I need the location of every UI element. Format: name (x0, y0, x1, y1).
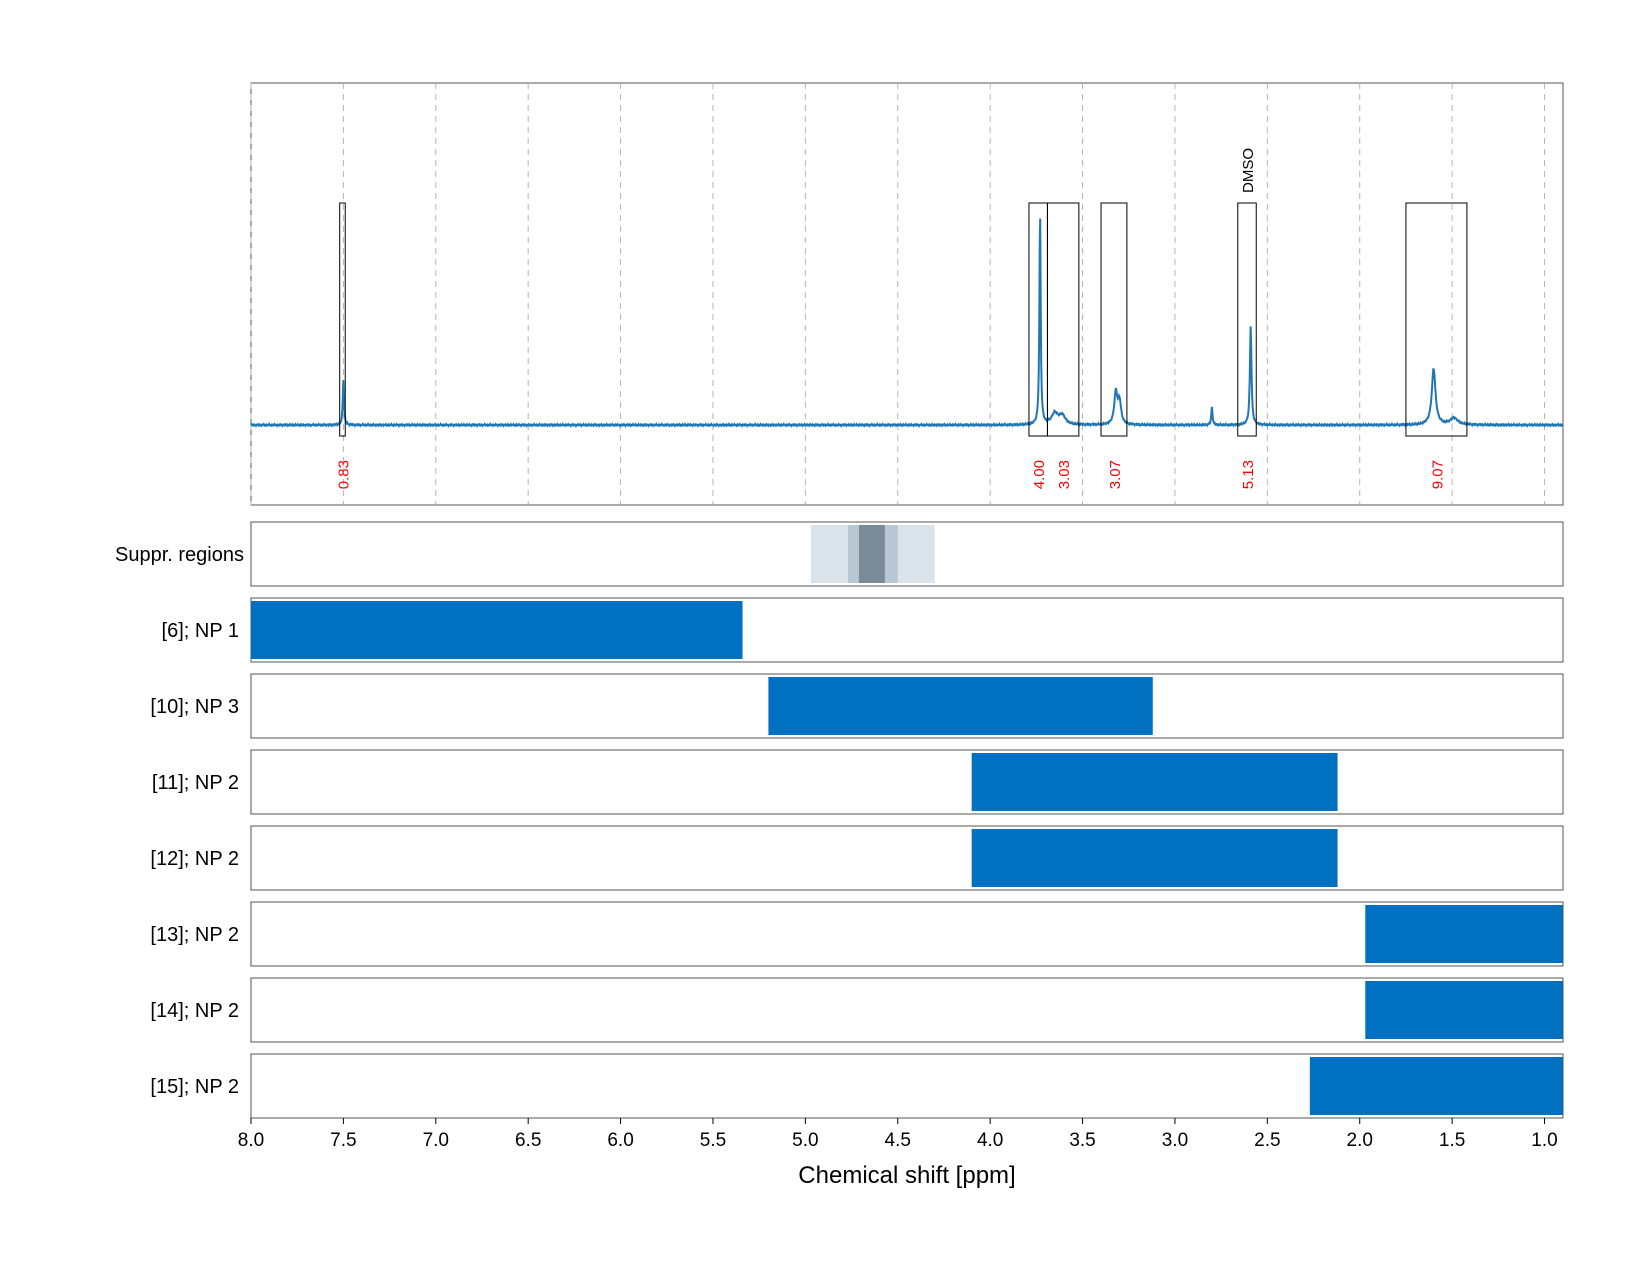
integral-value-3: 3.07 (1107, 460, 1124, 489)
range-bar-3 (971, 829, 1338, 887)
integral-region-4 (1237, 202, 1257, 437)
x-axis-title: Chemical shift [ppm] (798, 1162, 1015, 1189)
x-tick-label-10: 3.0 (1162, 1130, 1188, 1151)
range-bar-6 (1309, 1057, 1563, 1115)
x-tick-label-0: 8.0 (238, 1130, 264, 1151)
range-row-label-6: [15]; NP 2 (150, 1076, 239, 1098)
range-bar-1 (768, 677, 1153, 735)
x-tick-label-2: 7.0 (423, 1130, 449, 1151)
spectrum-panel (250, 82, 1564, 506)
x-tick-label-14: 1.0 (1531, 1130, 1557, 1151)
range-row-label-1: [10]; NP 3 (150, 696, 239, 718)
integral-region-2 (1046, 202, 1080, 437)
range-row-label-3: [12]; NP 2 (150, 848, 239, 870)
x-tick-label-3: 6.5 (515, 1130, 541, 1151)
integral-region-0 (339, 202, 346, 437)
x-tick-label-1: 7.5 (330, 1130, 356, 1151)
x-tick-label-5: 5.5 (700, 1130, 726, 1151)
integral-value-0: 0.83 (335, 460, 352, 489)
integral-value-5: 9.07 (1429, 460, 1446, 489)
range-row-panel-4 (250, 901, 1564, 967)
x-tick-label-7: 4.5 (885, 1130, 911, 1151)
x-tick-label-9: 3.5 (1069, 1130, 1095, 1151)
x-tick-label-13: 1.5 (1439, 1130, 1465, 1151)
x-tick-label-4: 6.0 (607, 1130, 633, 1151)
range-bar-4 (1365, 905, 1563, 963)
x-tick-label-6: 5.0 (792, 1130, 818, 1151)
suppression-label: Suppr. regions (115, 544, 244, 566)
integral-value-2: 3.03 (1056, 460, 1073, 489)
range-row-label-0: [6]; NP 1 (162, 620, 239, 642)
x-tick-label-11: 2.5 (1254, 1130, 1280, 1151)
range-row-label-4: [13]; NP 2 (150, 924, 239, 946)
range-bar-5 (1365, 981, 1563, 1039)
range-row-label-2: [11]; NP 2 (152, 772, 239, 794)
integral-region-3 (1100, 202, 1128, 437)
integral-value-1: 4.00 (1031, 460, 1048, 489)
suppression-region-2 (858, 525, 885, 583)
range-row-panel-2 (250, 749, 1564, 815)
x-tick-label-12: 2.0 (1347, 1130, 1373, 1151)
integral-region-5 (1405, 202, 1468, 437)
range-row-panel-5 (250, 977, 1564, 1043)
peak-label-0: DMSO (1240, 148, 1257, 193)
range-bar-2 (971, 753, 1338, 811)
range-row-panel-3 (250, 825, 1564, 891)
integral-value-4: 5.13 (1240, 460, 1257, 489)
spectrum-line (250, 218, 1564, 429)
x-tick-label-8: 4.0 (977, 1130, 1003, 1151)
range-bar-0 (251, 601, 743, 659)
range-row-label-5: [14]; NP 2 (150, 1000, 239, 1022)
